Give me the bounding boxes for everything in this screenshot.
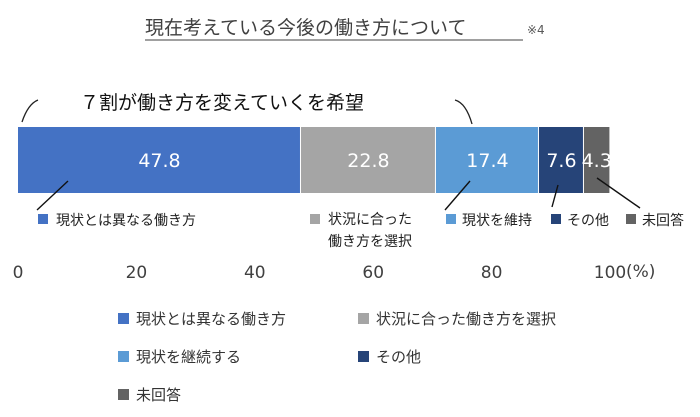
- annotation-swatch: [626, 214, 636, 224]
- legend-label: その他: [376, 348, 422, 366]
- chart-title: 現在考えている今後の働き方について: [145, 17, 466, 39]
- annotation-group: 現状とは異なる働き方 状況に合った働き方を選択 現状を維持 その他 未回答: [36, 177, 684, 250]
- bar-segment: [300, 127, 435, 193]
- legend-swatch: [118, 351, 129, 362]
- legend-label: 現状とは異なる働き方: [136, 310, 287, 328]
- legend-swatch: [118, 313, 129, 324]
- legend-label: 現状を継続する: [136, 348, 242, 366]
- annotation-swatch: [446, 214, 456, 224]
- annotation-swatch: [38, 214, 48, 224]
- callout-bracket-right: [454, 99, 473, 125]
- annotation-label: 状況に合った: [328, 212, 412, 228]
- legend: 現状とは異なる働き方 状況に合った働き方を選択現状を継続する その他未回答: [118, 300, 678, 410]
- legend-item: その他: [358, 346, 421, 367]
- bar-data-label: 7.6: [546, 150, 576, 172]
- bar-data-label: 22.8: [347, 150, 389, 172]
- annotation-label: 現状を維持: [462, 213, 532, 229]
- annotation-leader-line: [36, 180, 69, 211]
- annotation-swatch: [551, 214, 561, 224]
- bar-data-label: 47.8: [138, 150, 180, 172]
- x-tick-label: 80: [481, 263, 503, 283]
- bar-data-label: 17.4: [466, 150, 508, 172]
- x-tick-label: 60: [362, 263, 384, 283]
- title-note: ※4: [527, 23, 545, 37]
- bar-data-label: 4.3: [582, 150, 612, 172]
- annotation-leader-line: [551, 184, 559, 208]
- callout-text: ７割が働き方を変えていくを希望: [80, 92, 364, 114]
- bar-segment: [18, 127, 300, 193]
- annotation-label: その他: [567, 213, 609, 229]
- x-tick-label: 40: [244, 263, 266, 283]
- legend-swatch: [358, 351, 369, 362]
- x-axis-ticks: 0 20 40 60 80 100: [13, 263, 627, 283]
- annotation-leader-line: [596, 177, 641, 209]
- bar-segment: [583, 127, 610, 193]
- callout-bracket-left: [21, 99, 39, 123]
- bar-label-group: 47.8 22.8 17.4 7.6 4.3: [138, 150, 611, 172]
- annotation-label: 働き方を選択: [328, 234, 412, 250]
- annotation-leader-line: [444, 180, 471, 211]
- legend-item: 現状を継続する: [118, 346, 241, 367]
- legend-item: 未回答: [118, 384, 181, 405]
- bar-segment: [538, 127, 583, 193]
- annotation-swatch: [310, 214, 320, 224]
- legend-item: 現状とは異なる働き方: [118, 308, 286, 329]
- x-tick-label: 100: [594, 263, 626, 283]
- bar-stack: [18, 127, 610, 193]
- legend-item: 状況に合った働き方を選択: [358, 308, 556, 329]
- legend-label: 未回答: [136, 386, 182, 404]
- bar-segment: [435, 127, 538, 193]
- legend-label: 状況に合った働き方を選択: [376, 310, 557, 328]
- x-tick-label: 0: [13, 263, 24, 283]
- legend-swatch: [358, 313, 369, 324]
- x-axis-unit: (%): [626, 262, 655, 282]
- annotation-label: 未回答: [642, 212, 684, 229]
- annotation-label: 現状とは異なる働き方: [56, 213, 196, 229]
- legend-swatch: [118, 389, 129, 400]
- x-tick-label: 20: [126, 263, 148, 283]
